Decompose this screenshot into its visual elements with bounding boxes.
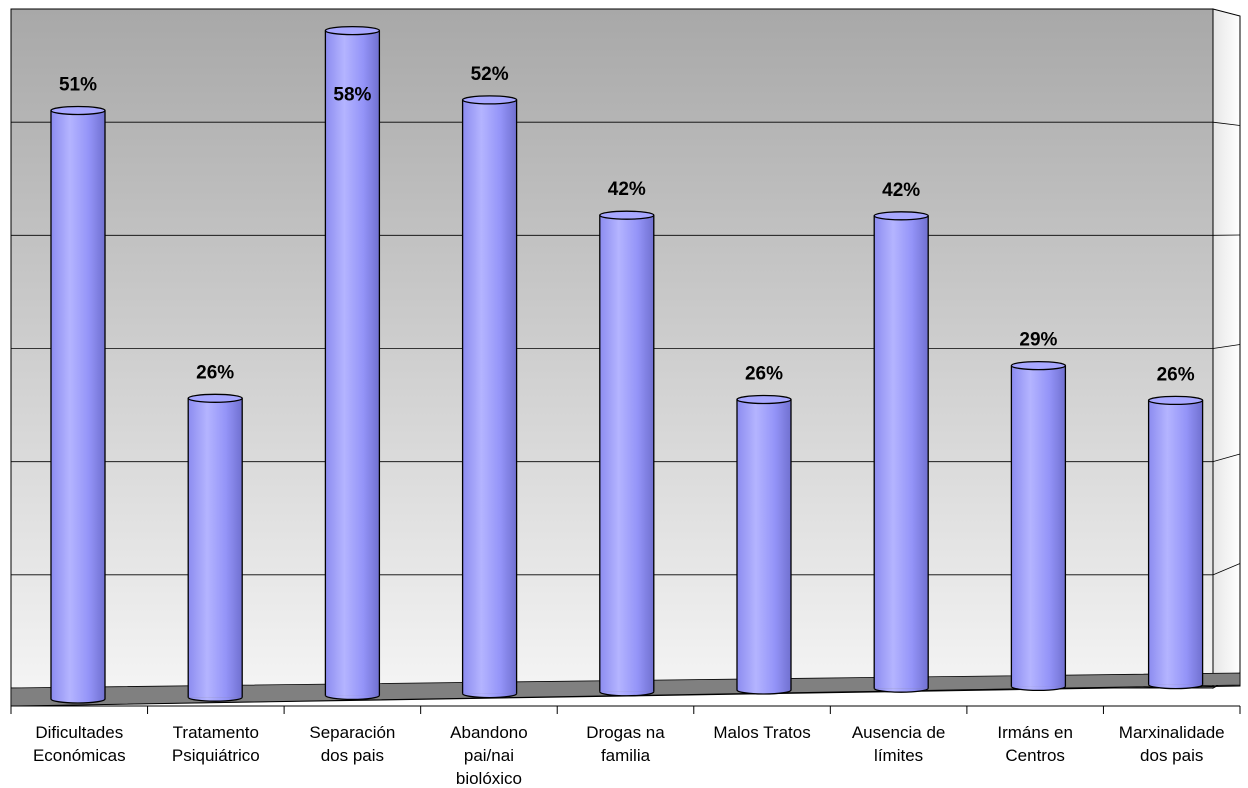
bar-6 (873, 211, 929, 693)
gridline-side (1212, 453, 1241, 463)
bar-7 (1010, 360, 1067, 692)
bar-body (188, 398, 243, 698)
data-label-2: 58% (333, 85, 371, 106)
bar-top (599, 210, 655, 220)
bar-top (1010, 360, 1067, 371)
category-label-1: Tratamento Psiquiátrico (172, 723, 260, 765)
bar-body (737, 399, 791, 690)
bar-base (1147, 684, 1204, 690)
bar-body (462, 99, 517, 694)
data-label-1: 26% (196, 362, 234, 383)
bar-base (736, 689, 792, 695)
data-label-7: 29% (1019, 330, 1057, 351)
data-label-8: 26% (1157, 364, 1195, 385)
bar-top (324, 25, 381, 36)
gridline-side (1212, 344, 1241, 349)
gridline-side (1212, 563, 1241, 576)
data-label-5: 26% (745, 364, 783, 385)
data-label-3: 52% (471, 64, 509, 85)
bar-top (1147, 395, 1204, 406)
bar-5 (736, 394, 792, 695)
bar-4 (599, 210, 655, 697)
bar-body (325, 30, 380, 696)
category-label-3: Abandono pai/nai biolóxico (450, 723, 528, 788)
gridline-side (1212, 121, 1241, 126)
bar-body (874, 215, 929, 689)
bar-base (461, 693, 518, 699)
bar-base (1010, 686, 1067, 692)
bar-top (187, 393, 243, 403)
bar-0 (50, 105, 106, 704)
bar-top (50, 105, 106, 116)
bar-base (50, 698, 106, 704)
category-label-4: Drogas na familia (586, 723, 665, 765)
bar-base (873, 687, 929, 693)
bar-top (461, 95, 518, 105)
chart-side-wall (1212, 8, 1241, 689)
bar-2 (324, 25, 381, 701)
bar-body (1011, 365, 1066, 687)
category-label-6: Ausencia de límites (852, 723, 946, 765)
bar-body (51, 110, 105, 699)
category-label-8: Marxinalidade dos pais (1119, 723, 1225, 765)
bar-top (736, 394, 792, 405)
category-label-2: Separación dos pais (309, 723, 395, 765)
bar-1 (187, 393, 243, 702)
bar-base (324, 695, 381, 701)
bar-body (599, 215, 654, 692)
category-label-0: Dificultades Económicas (33, 723, 126, 765)
data-label-4: 42% (608, 179, 646, 200)
bar-body (1148, 400, 1203, 685)
category-label-7: Irmáns en Centros (997, 723, 1073, 765)
category-label-5: Malos Tratos (713, 723, 810, 742)
bar-8 (1147, 395, 1204, 690)
bar-top (873, 211, 929, 221)
bar-3 (461, 95, 518, 699)
bar-base (187, 696, 243, 702)
data-label-6: 42% (882, 180, 920, 201)
bar-base (599, 691, 655, 697)
data-label-0: 51% (59, 75, 97, 96)
